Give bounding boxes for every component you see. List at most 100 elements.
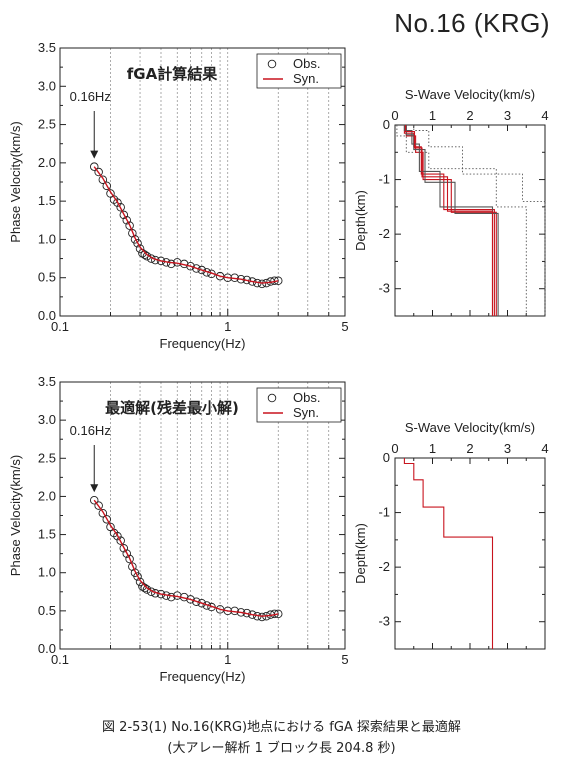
obs-point: [140, 250, 149, 259]
legend-label-syn: Syn.: [293, 71, 319, 86]
x-axis-label: Frequency(Hz): [160, 669, 246, 684]
annotation-label: 0.16Hz: [70, 89, 111, 104]
figure-caption-line1: 図 2-53(1) No.16(KRG)地点における fGA 探索結果と最適解: [102, 720, 461, 735]
syn-line: [93, 166, 279, 284]
x-tick-label: 0: [391, 441, 398, 456]
y-tick-label: 0.0: [38, 641, 56, 656]
obs-point: [116, 203, 125, 212]
figure-caption-line2: (大アレー解析 1 ブロック長 204.8 秒): [167, 741, 396, 756]
obs-point: [186, 595, 195, 604]
obs-point: [135, 244, 145, 253]
obs-point: [94, 167, 103, 177]
obs-point: [116, 536, 125, 545]
legend-box: [256, 53, 342, 89]
obs-point: [197, 598, 207, 608]
velocity-model-line: [405, 125, 499, 316]
velocity-model-line: [403, 458, 494, 649]
x-tick-label: 0.1: [51, 319, 69, 334]
annotation-arrowhead: [90, 150, 99, 159]
obs-point: [102, 515, 112, 524]
y-tick-label: 3.0: [38, 412, 56, 427]
legend-label-syn: Syn.: [293, 405, 319, 420]
x-tick-label: 1: [224, 319, 231, 334]
y-axis-label: Depth(km): [353, 523, 368, 584]
obs-point: [119, 210, 129, 220]
y-tick-label: 0: [383, 117, 390, 132]
obs-point: [94, 501, 103, 510]
y-tick-label: 0.0: [38, 308, 56, 323]
obs-point: [273, 276, 283, 286]
y-tick-label: -2: [378, 559, 390, 574]
x-axis-label: Frequency(Hz): [160, 336, 246, 351]
x-tick-label: 0: [391, 108, 398, 123]
chart-title: 最適解(残差最小解): [105, 399, 239, 417]
x-tick-label: 2: [466, 108, 473, 123]
obs-point: [197, 265, 207, 275]
obs-point: [128, 229, 137, 238]
syn-line: [93, 499, 279, 617]
y-tick-label: 1.0: [38, 565, 56, 580]
obs-point: [125, 221, 134, 230]
y-tick-label: 0: [383, 450, 390, 465]
obs-point: [89, 162, 99, 171]
y-axis-label: Phase Velocity(km/s): [8, 121, 23, 242]
legend-marker-obs: [267, 59, 277, 69]
velocity-model-line: [405, 125, 497, 316]
x-tick-label: 5: [341, 319, 348, 334]
x-tick-label: 0.1: [51, 652, 69, 667]
x-tick-label: 1: [429, 441, 436, 456]
y-tick-label: 0.5: [38, 603, 56, 618]
y-tick-label: 1.5: [38, 193, 56, 208]
obs-point: [128, 562, 137, 571]
obs-point: [166, 259, 176, 269]
obs-point: [192, 264, 201, 273]
y-tick-label: 3.0: [38, 78, 56, 93]
x-tick-label: 4: [541, 108, 548, 123]
obs-point: [192, 597, 201, 606]
obs-point: [98, 175, 108, 184]
x-axis-label: S-Wave Velocity(km/s): [405, 87, 535, 102]
velocity-model-line: [403, 125, 495, 316]
obs-point: [133, 572, 142, 581]
obs-point: [166, 592, 176, 602]
y-axis-label: Depth(km): [353, 190, 368, 251]
y-tick-label: 1.0: [38, 231, 56, 246]
y-axis-label: Phase Velocity(km/s): [8, 455, 23, 576]
y-tick-label: -1: [378, 505, 390, 520]
y-tick-label: 3.5: [38, 374, 56, 389]
plot-frame: [394, 124, 546, 317]
x-tick-label: 1: [429, 108, 436, 123]
obs-point: [133, 239, 142, 248]
obs-point: [113, 531, 122, 541]
velocity-model-line: [404, 125, 494, 316]
obs-point: [257, 279, 267, 289]
x-tick-label: 3: [504, 108, 511, 123]
obs-point: [140, 583, 149, 593]
legend-label-obs: Obs.: [293, 56, 320, 71]
y-tick-label: -2: [378, 226, 390, 241]
obs-point: [273, 609, 283, 619]
obs-point: [186, 261, 195, 271]
obs-point: [102, 181, 112, 191]
y-tick-label: 3.5: [38, 40, 56, 55]
x-tick-label: 2: [466, 441, 473, 456]
x-tick-label: 5: [341, 652, 348, 667]
obs-point: [257, 612, 267, 622]
y-tick-label: 2.0: [38, 488, 56, 503]
x-tick-label: 3: [504, 441, 511, 456]
y-tick-label: -3: [378, 614, 390, 629]
obs-point: [122, 216, 132, 225]
legend-marker-obs: [267, 393, 277, 403]
x-tick-label: 4: [541, 441, 548, 456]
station-label: No.16 (KRG): [394, 8, 550, 38]
y-tick-label: 2.0: [38, 155, 56, 170]
y-tick-label: 0.5: [38, 270, 56, 285]
plot-frame: [394, 457, 546, 650]
y-tick-label: 2.5: [38, 117, 56, 132]
obs-point: [135, 577, 145, 587]
velocity-model-line: [403, 125, 494, 316]
legend-box: [256, 387, 342, 423]
obs-point: [270, 276, 279, 286]
obs-point: [270, 609, 279, 619]
